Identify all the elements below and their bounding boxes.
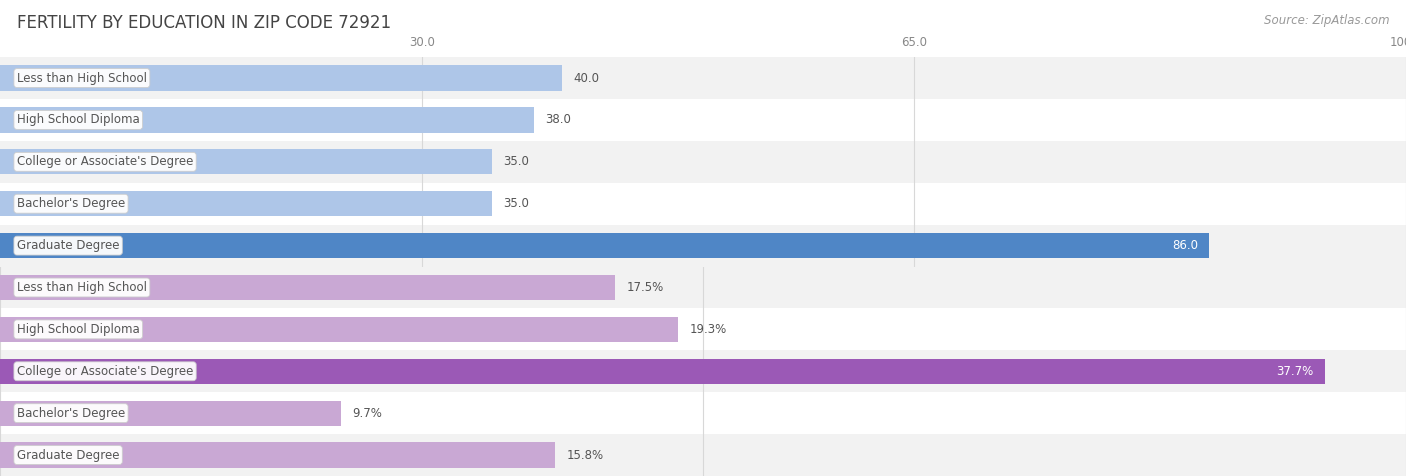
Bar — [0, 66, 562, 90]
Bar — [0, 149, 492, 174]
Bar — [0, 233, 1209, 258]
Text: 38.0: 38.0 — [546, 113, 571, 127]
Text: Bachelor's Degree: Bachelor's Degree — [17, 197, 125, 210]
Text: High School Diploma: High School Diploma — [17, 113, 139, 127]
Bar — [0, 434, 1406, 476]
Bar — [0, 141, 1406, 183]
Text: Less than High School: Less than High School — [17, 71, 146, 85]
Bar — [0, 267, 1406, 308]
Text: 15.8%: 15.8% — [567, 448, 603, 462]
Text: College or Associate's Degree: College or Associate's Degree — [17, 365, 193, 378]
Bar — [0, 443, 555, 467]
Bar — [0, 317, 678, 342]
Text: 86.0: 86.0 — [1173, 239, 1198, 252]
Text: 35.0: 35.0 — [503, 197, 529, 210]
Text: 35.0: 35.0 — [503, 155, 529, 169]
Text: Source: ZipAtlas.com: Source: ZipAtlas.com — [1264, 14, 1389, 27]
Bar — [0, 99, 1406, 141]
Text: High School Diploma: High School Diploma — [17, 323, 139, 336]
Bar — [0, 350, 1406, 392]
Text: Graduate Degree: Graduate Degree — [17, 448, 120, 462]
Text: 9.7%: 9.7% — [352, 407, 382, 420]
Text: 40.0: 40.0 — [574, 71, 599, 85]
Text: Graduate Degree: Graduate Degree — [17, 239, 120, 252]
Bar — [0, 308, 1406, 350]
Bar — [0, 225, 1406, 267]
Text: FERTILITY BY EDUCATION IN ZIP CODE 72921: FERTILITY BY EDUCATION IN ZIP CODE 72921 — [17, 14, 391, 32]
Text: Bachelor's Degree: Bachelor's Degree — [17, 407, 125, 420]
Bar — [0, 359, 1324, 384]
Text: 37.7%: 37.7% — [1277, 365, 1313, 378]
Bar — [0, 392, 1406, 434]
Bar — [0, 191, 492, 216]
Text: Less than High School: Less than High School — [17, 281, 146, 294]
Bar — [0, 57, 1406, 99]
Bar — [0, 401, 340, 426]
Bar — [0, 275, 616, 300]
Text: College or Associate's Degree: College or Associate's Degree — [17, 155, 193, 169]
Text: 19.3%: 19.3% — [690, 323, 727, 336]
Bar — [0, 108, 534, 132]
Text: 17.5%: 17.5% — [626, 281, 664, 294]
Bar — [0, 183, 1406, 225]
